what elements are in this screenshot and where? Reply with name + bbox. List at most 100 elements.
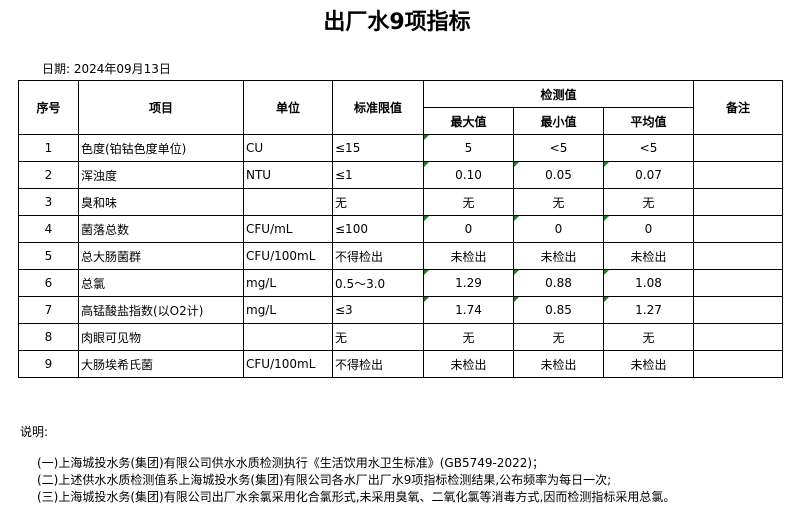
- row-unit: [243, 323, 333, 351]
- row-item: 总大肠菌群: [78, 242, 244, 270]
- row-seq: 4: [18, 215, 79, 243]
- row-min: 0.05: [513, 161, 604, 189]
- row-max-text: 无: [462, 195, 475, 210]
- error-indicator-icon: [424, 270, 429, 275]
- row-max: 1.74: [423, 296, 514, 324]
- row-item: 色度(铂钴色度单位): [78, 134, 244, 162]
- row-limit-text: ≤3: [335, 303, 353, 317]
- row-avg-text: 0.07: [635, 168, 662, 182]
- row-limit-text: 不得检出: [335, 357, 384, 372]
- header-item: 项目: [78, 80, 244, 135]
- row-avg-text: 未检出: [630, 357, 667, 372]
- header-max: 最大值: [423, 107, 514, 135]
- row-seq: 3: [18, 188, 79, 216]
- row-limit: ≤100: [332, 215, 424, 243]
- row-min-text: 无: [552, 195, 565, 210]
- table-row: 3 臭和味 无 无 无 无: [18, 188, 783, 216]
- row-limit-text: ≤1: [335, 168, 353, 182]
- row-max: 无: [423, 188, 514, 216]
- row-item-text: 浑浊度: [81, 168, 118, 183]
- row-limit-text: 无: [335, 330, 348, 345]
- row-min: 未检出: [513, 242, 604, 270]
- row-min: 无: [513, 323, 604, 351]
- row-remark: [693, 296, 783, 324]
- row-max: 未检出: [423, 242, 514, 270]
- row-unit: [243, 188, 333, 216]
- row-limit-text: ≤15: [335, 141, 361, 155]
- header-seq: 序号: [18, 80, 79, 135]
- row-avg-text: 1.27: [635, 303, 662, 317]
- row-max-text: 1.29: [455, 276, 482, 290]
- row-seq: 1: [18, 134, 79, 162]
- error-indicator-icon: [424, 216, 429, 221]
- row-seq: 6: [18, 269, 79, 297]
- row-unit: NTU: [243, 161, 333, 189]
- note-line: (三)上海城投水务(集团)有限公司出厂水余氯采用化合氯形式,未采用臭氧、二氧化氯…: [37, 490, 676, 504]
- table-row: 6 总氯 mg/L 0.5～3.0 1.29 0.88 1.08: [18, 269, 783, 297]
- row-limit: ≤15: [332, 134, 424, 162]
- row-item: 总氯: [78, 269, 244, 297]
- row-avg: 1.27: [603, 296, 694, 324]
- header-min: 最小值: [513, 107, 604, 135]
- row-min-text: 未检出: [540, 249, 577, 264]
- row-seq-text: 5: [44, 249, 53, 263]
- error-indicator-icon: [604, 297, 609, 302]
- table-row: 9 大肠埃希氏菌 CFU/100mL 不得检出 未检出 未检出 未检出: [18, 350, 783, 378]
- row-remark: [693, 269, 783, 297]
- error-indicator-icon: [604, 216, 609, 221]
- error-indicator-icon: [424, 297, 429, 302]
- error-indicator-icon: [604, 162, 609, 167]
- row-item-text: 高锰酸盐指数(以O2计): [81, 303, 204, 318]
- header-limit: 标准限值: [332, 80, 424, 135]
- row-limit-text: ≤100: [335, 222, 368, 236]
- row-seq-text: 6: [44, 276, 53, 290]
- row-avg-text: 0: [644, 222, 653, 236]
- header-remark: 备注: [693, 80, 783, 135]
- row-unit-text: CFU/100mL: [246, 357, 316, 371]
- row-item: 肉眼可见物: [78, 323, 244, 351]
- row-item-text: 总大肠菌群: [81, 249, 142, 264]
- row-avg-text: 1.08: [635, 276, 662, 290]
- row-remark: [693, 323, 783, 351]
- row-min-text: 0.88: [545, 276, 572, 290]
- row-remark: [693, 350, 783, 378]
- water-quality-table: 序号 项目 单位 标准限值 检测值 备注 最大值 最小值 平均值 1 色度(铂钴色…: [18, 80, 783, 378]
- row-avg: 1.08: [603, 269, 694, 297]
- header-unit: 单位: [243, 80, 333, 135]
- row-limit-text: 无: [335, 195, 348, 210]
- row-min: 未检出: [513, 350, 604, 378]
- row-item-text: 色度(铂钴色度单位): [81, 141, 187, 156]
- row-seq-text: 8: [44, 330, 53, 344]
- row-remark: [693, 188, 783, 216]
- notes: (一)上海城投水务(集团)有限公司供水水质检测执行《生活饮用水卫生标准》(GB5…: [37, 455, 675, 506]
- page-title: 出厂水9项指标: [323, 10, 471, 35]
- table-row: 1 色度(铂钴色度单位) CU ≤15 5 <5 <5: [18, 134, 783, 162]
- row-max-text: 0: [464, 222, 473, 236]
- row-seq-text: 4: [44, 222, 53, 236]
- error-indicator-icon: [514, 297, 519, 302]
- header-avg: 平均值: [603, 107, 694, 135]
- row-min: 0.85: [513, 296, 604, 324]
- row-limit-text: 0.5～3.0: [335, 276, 386, 291]
- row-min-text: 无: [552, 330, 565, 345]
- row-avg-text: <5: [639, 141, 658, 155]
- row-avg-text: 无: [642, 195, 655, 210]
- row-max-text: 0.10: [455, 168, 482, 182]
- row-max-text: 未检出: [450, 249, 487, 264]
- row-unit-text: CU: [246, 141, 264, 155]
- row-min-text: 未检出: [540, 357, 577, 372]
- row-unit: mg/L: [243, 269, 333, 297]
- row-seq-text: 1: [44, 141, 53, 155]
- row-avg-text: 无: [642, 330, 655, 345]
- row-remark: [693, 215, 783, 243]
- row-avg: 无: [603, 323, 694, 351]
- row-max-text: 未检出: [450, 357, 487, 372]
- row-avg: <5: [603, 134, 694, 162]
- row-avg: 0.07: [603, 161, 694, 189]
- row-limit: ≤3: [332, 296, 424, 324]
- row-seq: 9: [18, 350, 79, 378]
- row-remark: [693, 161, 783, 189]
- row-seq-text: 2: [44, 168, 53, 182]
- row-max-text: 5: [464, 141, 473, 155]
- row-avg: 未检出: [603, 242, 694, 270]
